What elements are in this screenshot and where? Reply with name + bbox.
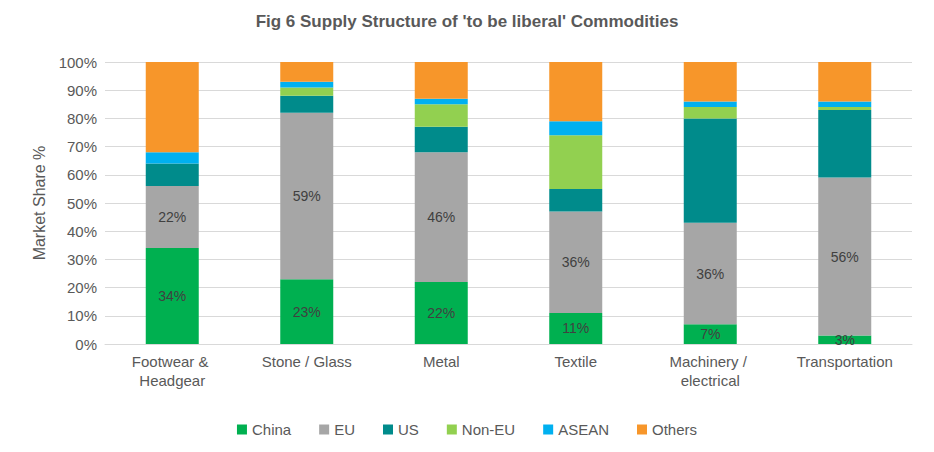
svg-text:36%: 36% <box>696 266 724 282</box>
svg-text:Others: Others <box>652 421 697 438</box>
svg-text:Stone / Glass: Stone / Glass <box>262 353 352 370</box>
svg-text:China: China <box>252 421 292 438</box>
svg-text:22%: 22% <box>158 209 186 225</box>
svg-text:59%: 59% <box>293 188 321 204</box>
svg-text:100%: 100% <box>59 54 97 71</box>
svg-text:Market Share %: Market Share % <box>31 146 48 261</box>
svg-text:56%: 56% <box>831 249 859 265</box>
svg-text:7%: 7% <box>700 326 720 342</box>
svg-text:US: US <box>398 421 419 438</box>
svg-text:70%: 70% <box>67 138 97 155</box>
svg-text:30%: 30% <box>67 251 97 268</box>
svg-text:80%: 80% <box>67 110 97 127</box>
svg-text:10%: 10% <box>67 307 97 324</box>
svg-text:22%: 22% <box>427 305 455 321</box>
svg-text:60%: 60% <box>67 166 97 183</box>
svg-text:40%: 40% <box>67 223 97 240</box>
svg-text:34%: 34% <box>158 288 186 304</box>
svg-text:23%: 23% <box>293 304 321 320</box>
svg-text:EU: EU <box>334 421 355 438</box>
svg-text:3%: 3% <box>835 332 855 348</box>
svg-text:90%: 90% <box>67 82 97 99</box>
svg-text:36%: 36% <box>562 254 590 270</box>
svg-text:Metal: Metal <box>423 353 460 370</box>
svg-text:electrical: electrical <box>681 372 740 389</box>
svg-text:Textile: Textile <box>554 353 597 370</box>
svg-text:0%: 0% <box>75 336 97 353</box>
svg-text:ASEAN: ASEAN <box>558 421 609 438</box>
svg-text:Non-EU: Non-EU <box>462 421 515 438</box>
svg-text:Machinery /: Machinery / <box>669 353 751 370</box>
svg-text:Transportation: Transportation <box>797 353 893 370</box>
svg-text:46%: 46% <box>427 209 455 225</box>
svg-text:11%: 11% <box>562 320 589 336</box>
svg-text:Footwear &: Footwear & <box>132 353 213 370</box>
svg-text:50%: 50% <box>67 195 97 212</box>
svg-text:Headgear: Headgear <box>139 372 205 389</box>
svg-text:20%: 20% <box>67 279 97 296</box>
svg-text:Fig 6 Supply Structure of 'to: Fig 6 Supply Structure of 'to be liberal… <box>256 12 679 31</box>
